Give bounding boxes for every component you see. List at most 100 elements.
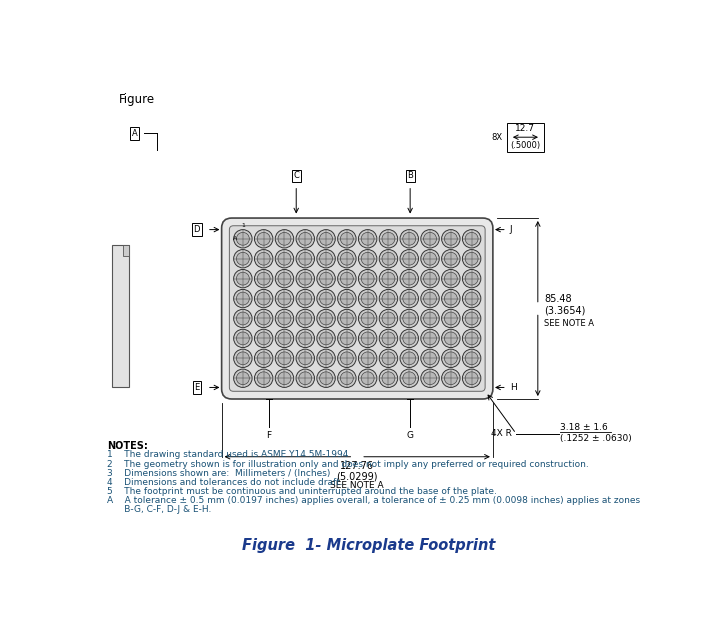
Circle shape — [441, 249, 460, 268]
Circle shape — [299, 352, 312, 365]
Circle shape — [296, 270, 314, 288]
Circle shape — [382, 232, 395, 245]
Circle shape — [382, 252, 395, 265]
Circle shape — [441, 349, 460, 367]
Circle shape — [421, 249, 439, 268]
Circle shape — [234, 309, 252, 328]
Circle shape — [379, 349, 398, 367]
Circle shape — [237, 272, 249, 285]
Text: (5.0299): (5.0299) — [336, 471, 378, 481]
Circle shape — [278, 352, 291, 365]
Text: (.5000): (.5000) — [510, 141, 541, 150]
Circle shape — [382, 332, 395, 345]
Text: A: A — [233, 236, 237, 241]
Text: 1: 1 — [241, 223, 244, 228]
Circle shape — [278, 292, 291, 305]
Circle shape — [338, 289, 356, 307]
Circle shape — [237, 232, 249, 245]
Circle shape — [359, 349, 377, 367]
Circle shape — [421, 229, 439, 248]
Circle shape — [421, 309, 439, 328]
Text: 5    The footprint must be continuous and uninterrupted around the base of the p: 5 The footprint must be continuous and u… — [107, 487, 497, 496]
Text: A: A — [132, 129, 138, 138]
Text: 3.18 ± 1.6: 3.18 ± 1.6 — [560, 423, 608, 432]
Circle shape — [257, 352, 270, 365]
Circle shape — [275, 369, 293, 387]
Text: 4    Dimensions and tolerances do not include draft.: 4 Dimensions and tolerances do not inclu… — [107, 478, 342, 487]
Circle shape — [278, 372, 291, 385]
Text: (3.3654): (3.3654) — [544, 306, 585, 316]
Text: H: H — [510, 383, 517, 392]
Text: C: C — [293, 171, 299, 180]
Circle shape — [299, 232, 312, 245]
Circle shape — [317, 249, 335, 268]
Circle shape — [400, 309, 418, 328]
Circle shape — [278, 332, 291, 345]
Circle shape — [257, 232, 270, 245]
Circle shape — [361, 232, 374, 245]
Circle shape — [462, 270, 481, 288]
Circle shape — [275, 349, 293, 367]
Circle shape — [441, 369, 460, 387]
Text: B: B — [407, 171, 413, 180]
Circle shape — [444, 272, 457, 285]
Circle shape — [255, 329, 273, 348]
Circle shape — [403, 272, 416, 285]
Circle shape — [234, 349, 252, 367]
Circle shape — [379, 369, 398, 387]
Circle shape — [465, 272, 478, 285]
Circle shape — [441, 309, 460, 328]
Circle shape — [299, 332, 312, 345]
Circle shape — [317, 289, 335, 307]
Text: 3    Dimensions shown are:  Millimeters / (Inches): 3 Dimensions shown are: Millimeters / (I… — [107, 469, 330, 478]
Circle shape — [465, 232, 478, 245]
Circle shape — [320, 292, 332, 305]
Text: 4X R: 4X R — [490, 429, 511, 438]
Circle shape — [317, 309, 335, 328]
FancyBboxPatch shape — [229, 226, 485, 391]
Circle shape — [400, 369, 418, 387]
Circle shape — [317, 329, 335, 348]
Text: J: J — [510, 225, 513, 234]
Circle shape — [462, 329, 481, 348]
Circle shape — [403, 332, 416, 345]
Circle shape — [257, 292, 270, 305]
Circle shape — [361, 332, 374, 345]
Circle shape — [278, 232, 291, 245]
Circle shape — [421, 329, 439, 348]
Circle shape — [296, 349, 314, 367]
Circle shape — [296, 229, 314, 248]
Circle shape — [462, 369, 481, 387]
Circle shape — [317, 369, 335, 387]
Circle shape — [234, 369, 252, 387]
Circle shape — [278, 312, 291, 325]
Circle shape — [237, 352, 249, 365]
Circle shape — [320, 332, 332, 345]
Circle shape — [237, 252, 249, 265]
Circle shape — [275, 309, 293, 328]
Circle shape — [320, 272, 332, 285]
Circle shape — [423, 272, 436, 285]
Circle shape — [462, 229, 481, 248]
Circle shape — [340, 332, 353, 345]
Circle shape — [403, 372, 416, 385]
Circle shape — [340, 352, 353, 365]
Circle shape — [257, 312, 270, 325]
Circle shape — [340, 232, 353, 245]
Text: 127.76: 127.76 — [340, 461, 375, 471]
Circle shape — [361, 312, 374, 325]
Circle shape — [382, 312, 395, 325]
Text: B-G, C-F, D-J & E-H.: B-G, C-F, D-J & E-H. — [107, 505, 211, 514]
Circle shape — [462, 349, 481, 367]
Text: 85.48: 85.48 — [544, 294, 572, 304]
Circle shape — [444, 292, 457, 305]
Circle shape — [299, 252, 312, 265]
Circle shape — [382, 352, 395, 365]
Circle shape — [423, 252, 436, 265]
Text: F: F — [267, 432, 272, 440]
Circle shape — [359, 329, 377, 348]
Text: D: D — [193, 225, 200, 234]
Circle shape — [400, 349, 418, 367]
Circle shape — [444, 252, 457, 265]
Circle shape — [361, 352, 374, 365]
